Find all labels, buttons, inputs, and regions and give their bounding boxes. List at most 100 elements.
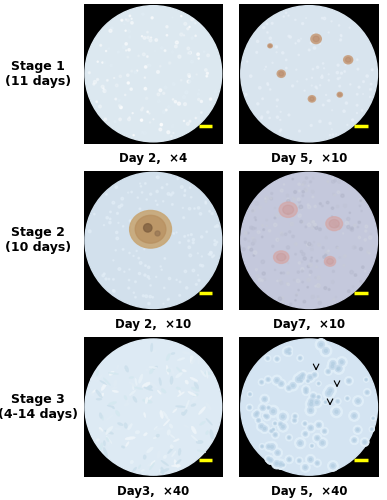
Circle shape (336, 399, 340, 404)
Ellipse shape (113, 380, 117, 387)
Circle shape (353, 414, 356, 418)
Circle shape (298, 130, 300, 132)
Circle shape (267, 446, 270, 448)
Circle shape (276, 452, 279, 454)
Circle shape (287, 283, 289, 286)
Circle shape (302, 184, 304, 186)
Circle shape (296, 294, 298, 295)
Ellipse shape (167, 430, 171, 436)
Circle shape (266, 441, 278, 452)
Ellipse shape (129, 376, 134, 378)
Circle shape (309, 392, 318, 400)
Circle shape (187, 47, 190, 50)
Circle shape (347, 218, 350, 220)
Circle shape (283, 464, 284, 466)
Circle shape (325, 94, 327, 96)
Ellipse shape (337, 92, 342, 97)
Circle shape (258, 424, 264, 430)
Circle shape (178, 55, 181, 58)
Circle shape (187, 74, 190, 76)
Circle shape (358, 236, 361, 239)
Circle shape (179, 281, 181, 282)
Circle shape (271, 430, 272, 432)
Circle shape (300, 250, 303, 253)
Circle shape (365, 378, 368, 382)
Circle shape (291, 85, 294, 87)
Circle shape (347, 398, 348, 399)
Circle shape (144, 77, 146, 78)
Ellipse shape (128, 424, 132, 430)
Ellipse shape (192, 396, 197, 402)
Circle shape (308, 185, 309, 186)
Circle shape (337, 400, 339, 402)
Circle shape (145, 295, 148, 298)
Ellipse shape (128, 382, 136, 386)
Ellipse shape (174, 460, 177, 467)
Circle shape (188, 234, 189, 236)
Ellipse shape (171, 368, 174, 374)
Circle shape (249, 406, 250, 408)
Circle shape (189, 52, 192, 54)
Circle shape (307, 286, 308, 288)
Circle shape (344, 70, 346, 72)
Circle shape (209, 253, 212, 256)
Circle shape (131, 226, 134, 228)
Ellipse shape (99, 430, 101, 433)
Circle shape (131, 70, 133, 72)
Circle shape (197, 116, 200, 119)
Circle shape (180, 33, 183, 36)
Circle shape (307, 204, 309, 206)
Ellipse shape (205, 402, 212, 410)
Ellipse shape (241, 172, 377, 308)
Circle shape (263, 26, 265, 28)
Circle shape (206, 72, 208, 74)
Circle shape (142, 13, 144, 16)
Circle shape (324, 400, 327, 404)
Circle shape (183, 216, 185, 218)
Circle shape (168, 106, 170, 108)
Circle shape (302, 194, 304, 196)
Circle shape (267, 111, 269, 114)
Circle shape (156, 176, 157, 178)
Circle shape (262, 412, 271, 421)
Circle shape (368, 236, 372, 239)
Circle shape (128, 280, 130, 281)
Circle shape (269, 408, 277, 415)
Circle shape (311, 257, 312, 258)
Text: B: B (244, 9, 253, 19)
Circle shape (197, 253, 198, 254)
Circle shape (103, 273, 105, 275)
Circle shape (367, 250, 370, 254)
Circle shape (322, 104, 324, 106)
Ellipse shape (135, 378, 137, 386)
Circle shape (337, 368, 339, 370)
Circle shape (359, 205, 361, 206)
Circle shape (205, 202, 207, 204)
Circle shape (311, 220, 314, 224)
Circle shape (134, 71, 137, 74)
Circle shape (259, 380, 264, 384)
Circle shape (163, 287, 165, 288)
Circle shape (118, 206, 121, 208)
Circle shape (365, 270, 366, 272)
Circle shape (329, 122, 331, 124)
Ellipse shape (204, 372, 211, 375)
Circle shape (266, 416, 268, 418)
Circle shape (323, 400, 328, 405)
Circle shape (356, 59, 358, 60)
Circle shape (324, 286, 327, 290)
Circle shape (151, 16, 153, 19)
Circle shape (199, 212, 202, 215)
Circle shape (332, 178, 334, 180)
Circle shape (304, 241, 307, 244)
Ellipse shape (185, 400, 189, 409)
Circle shape (291, 412, 299, 420)
Circle shape (268, 428, 275, 434)
Ellipse shape (148, 396, 152, 400)
Circle shape (275, 357, 279, 361)
Circle shape (266, 356, 270, 360)
Circle shape (348, 380, 350, 382)
Circle shape (317, 284, 320, 288)
Circle shape (155, 38, 158, 42)
Circle shape (129, 36, 131, 38)
